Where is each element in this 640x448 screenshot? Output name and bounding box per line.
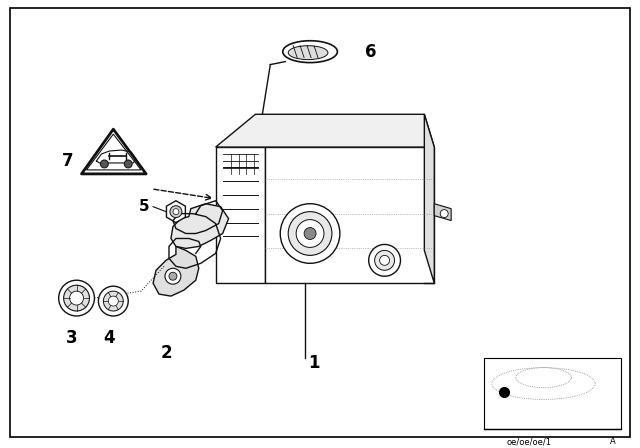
Circle shape	[304, 228, 316, 240]
Circle shape	[99, 286, 128, 316]
Circle shape	[374, 250, 394, 270]
Ellipse shape	[288, 46, 328, 60]
Circle shape	[369, 245, 401, 276]
Polygon shape	[81, 129, 146, 174]
Polygon shape	[166, 201, 186, 223]
Circle shape	[440, 210, 448, 218]
Circle shape	[108, 296, 118, 306]
Text: 7: 7	[61, 152, 73, 170]
Circle shape	[170, 206, 182, 218]
Text: 5: 5	[138, 199, 149, 214]
Polygon shape	[216, 147, 266, 283]
Circle shape	[70, 291, 83, 305]
Text: A: A	[611, 437, 616, 446]
Text: 6: 6	[365, 43, 376, 60]
Circle shape	[63, 285, 90, 311]
Polygon shape	[86, 134, 141, 170]
Circle shape	[165, 268, 181, 284]
Circle shape	[59, 280, 95, 316]
Text: 4: 4	[104, 329, 115, 347]
Polygon shape	[216, 114, 435, 147]
Polygon shape	[435, 204, 451, 220]
Bar	[484, 358, 621, 429]
Circle shape	[380, 255, 390, 265]
Circle shape	[280, 204, 340, 263]
Polygon shape	[171, 204, 228, 248]
Circle shape	[169, 272, 177, 280]
Text: 1: 1	[308, 353, 319, 372]
Circle shape	[173, 209, 179, 215]
Polygon shape	[153, 246, 199, 296]
Text: 2: 2	[160, 344, 172, 362]
Circle shape	[124, 160, 132, 168]
Polygon shape	[266, 147, 435, 283]
Text: oe/oe/oe/1: oe/oe/oe/1	[506, 437, 551, 446]
Circle shape	[288, 211, 332, 255]
Text: 3: 3	[66, 329, 77, 347]
Circle shape	[296, 220, 324, 247]
Circle shape	[100, 160, 108, 168]
Ellipse shape	[283, 41, 337, 63]
Circle shape	[104, 291, 124, 311]
Polygon shape	[424, 114, 435, 283]
